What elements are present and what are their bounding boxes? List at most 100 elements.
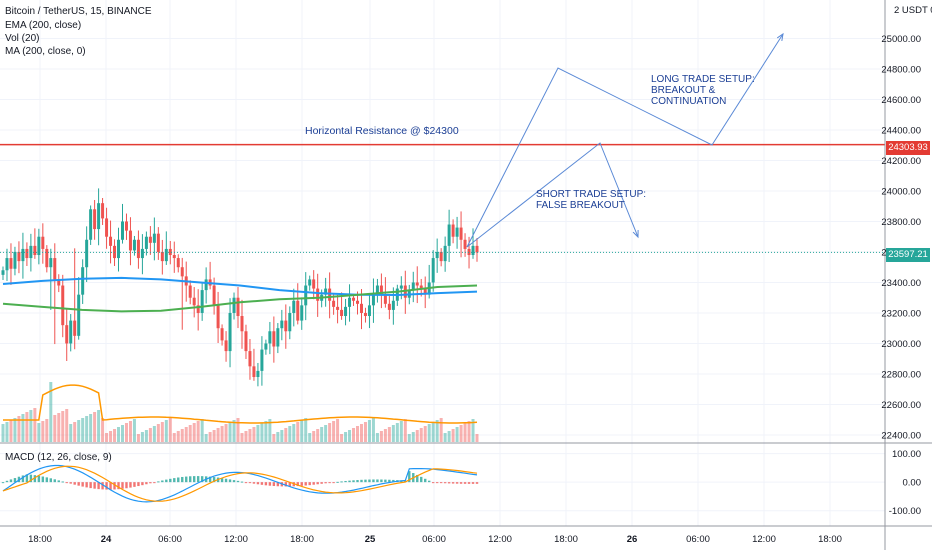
volume-bar	[332, 421, 336, 442]
candle-body	[172, 255, 176, 259]
macd-histogram-bar	[268, 482, 272, 486]
candle-body	[240, 316, 244, 332]
candle-body	[204, 279, 208, 291]
macd-histogram-bar	[224, 478, 228, 483]
candle-body	[192, 297, 196, 306]
macd-histogram-bar	[200, 476, 204, 483]
candle-body	[363, 312, 367, 317]
resistance-price-tag: 24303.93	[886, 141, 930, 155]
macd-histogram-bar	[284, 482, 288, 487]
macd-histogram-bar	[256, 482, 260, 485]
volume-bar	[97, 410, 101, 442]
volume-bar	[172, 433, 176, 442]
volume-bar	[244, 431, 248, 442]
macd-histogram-bar	[57, 480, 60, 483]
volume-bar	[89, 414, 93, 442]
legend-ema[interactable]: EMA (200, close)	[5, 20, 82, 31]
candle-body	[435, 251, 439, 259]
legend-ma[interactable]: MA (200, close, 0)	[5, 46, 86, 57]
price-tick-label: 24600.00	[881, 95, 921, 106]
volume-bar	[105, 433, 109, 442]
price-tick-label: 23400.00	[881, 278, 921, 289]
macd-histogram-bar	[344, 480, 347, 483]
macd-histogram-bar	[260, 482, 264, 485]
macd-histogram-bar	[153, 482, 156, 484]
candle-body	[168, 248, 172, 256]
time-tick-label: 12:00	[224, 534, 248, 545]
volume-bar	[136, 434, 140, 442]
volume-bar	[296, 422, 300, 442]
price-tick-label: 24000.00	[881, 186, 921, 197]
volume-bar	[236, 418, 240, 442]
candle-body	[387, 303, 391, 310]
candle-body	[77, 294, 81, 336]
candle-body	[439, 251, 443, 262]
macd-histogram-bar	[252, 482, 256, 484]
macd-histogram-bar	[129, 482, 132, 488]
short-setup-annotation[interactable]: SHORT TRADE SETUP: FALSE BREAKOUT	[536, 189, 647, 211]
candle-body	[276, 328, 280, 347]
macd-histogram-bar	[431, 482, 435, 484]
volume-bar	[308, 433, 312, 442]
candle-body	[41, 236, 45, 249]
macd-histogram-bar	[220, 478, 224, 483]
macd-histogram-bar	[69, 482, 72, 484]
ma-line	[2, 284, 478, 313]
volume-bar	[475, 434, 479, 442]
macd-histogram-bar	[185, 476, 188, 483]
macd-histogram-bar	[29, 474, 33, 483]
resistance-annotation[interactable]: Horizontal Resistance @ $24300	[305, 125, 459, 137]
volume-bar	[128, 421, 132, 442]
macd-histogram-bar	[451, 482, 455, 484]
candle-body	[124, 221, 128, 231]
macd-histogram-bar	[125, 482, 128, 489]
macd-histogram-bar	[9, 479, 13, 483]
candle-body	[33, 245, 37, 256]
candle-body	[13, 251, 17, 269]
candle-body	[284, 320, 288, 332]
volume-bar	[340, 434, 344, 442]
candle-body	[332, 300, 336, 307]
macd-histogram-bar	[13, 478, 17, 483]
candle-body	[379, 285, 383, 295]
macd-histogram-bar	[145, 482, 148, 485]
legend-volume[interactable]: Vol (20)	[5, 33, 40, 44]
candle-body	[117, 239, 121, 259]
macd-histogram-bar	[196, 476, 200, 483]
volume-bar	[375, 433, 379, 442]
volume-bar	[423, 426, 427, 442]
candle-body	[292, 300, 296, 313]
volume-bar	[367, 420, 371, 442]
candle-body	[467, 248, 471, 256]
candle-body	[81, 267, 85, 295]
volume-bar	[176, 431, 180, 442]
macd-histogram-bar	[320, 482, 323, 484]
candle-body	[252, 366, 256, 378]
candle-body	[180, 267, 184, 277]
candle-body	[423, 288, 427, 295]
long-setup-annotation[interactable]: LONG TRADE SETUP: BREAKOUT & CONTINUATIO…	[651, 74, 755, 107]
macd-histogram-bar	[384, 479, 387, 483]
candle-body	[136, 239, 140, 259]
candle-body	[371, 294, 375, 306]
macd-histogram-bar	[248, 482, 252, 484]
candle-body	[140, 248, 144, 259]
macd-histogram-bar	[232, 480, 236, 483]
volume-bar	[21, 414, 25, 442]
volume-bar	[117, 427, 121, 442]
macd-histogram-bar	[356, 480, 359, 483]
volume-bar	[113, 429, 117, 442]
time-tick-label: 24	[101, 534, 112, 545]
macd-histogram-bar	[372, 479, 375, 483]
macd-histogram-bar	[73, 482, 76, 485]
volume-bar	[204, 434, 208, 442]
legend-macd[interactable]: MACD (12, 26, close, 9)	[5, 452, 112, 463]
candle-body	[419, 285, 423, 289]
long-setup-path	[466, 33, 784, 248]
macd-histogram-bar	[65, 482, 68, 484]
macd-histogram-bar	[244, 482, 248, 484]
candle-body	[65, 325, 69, 344]
price-tick-label: 23000.00	[881, 339, 921, 350]
volume-bar	[403, 419, 407, 442]
